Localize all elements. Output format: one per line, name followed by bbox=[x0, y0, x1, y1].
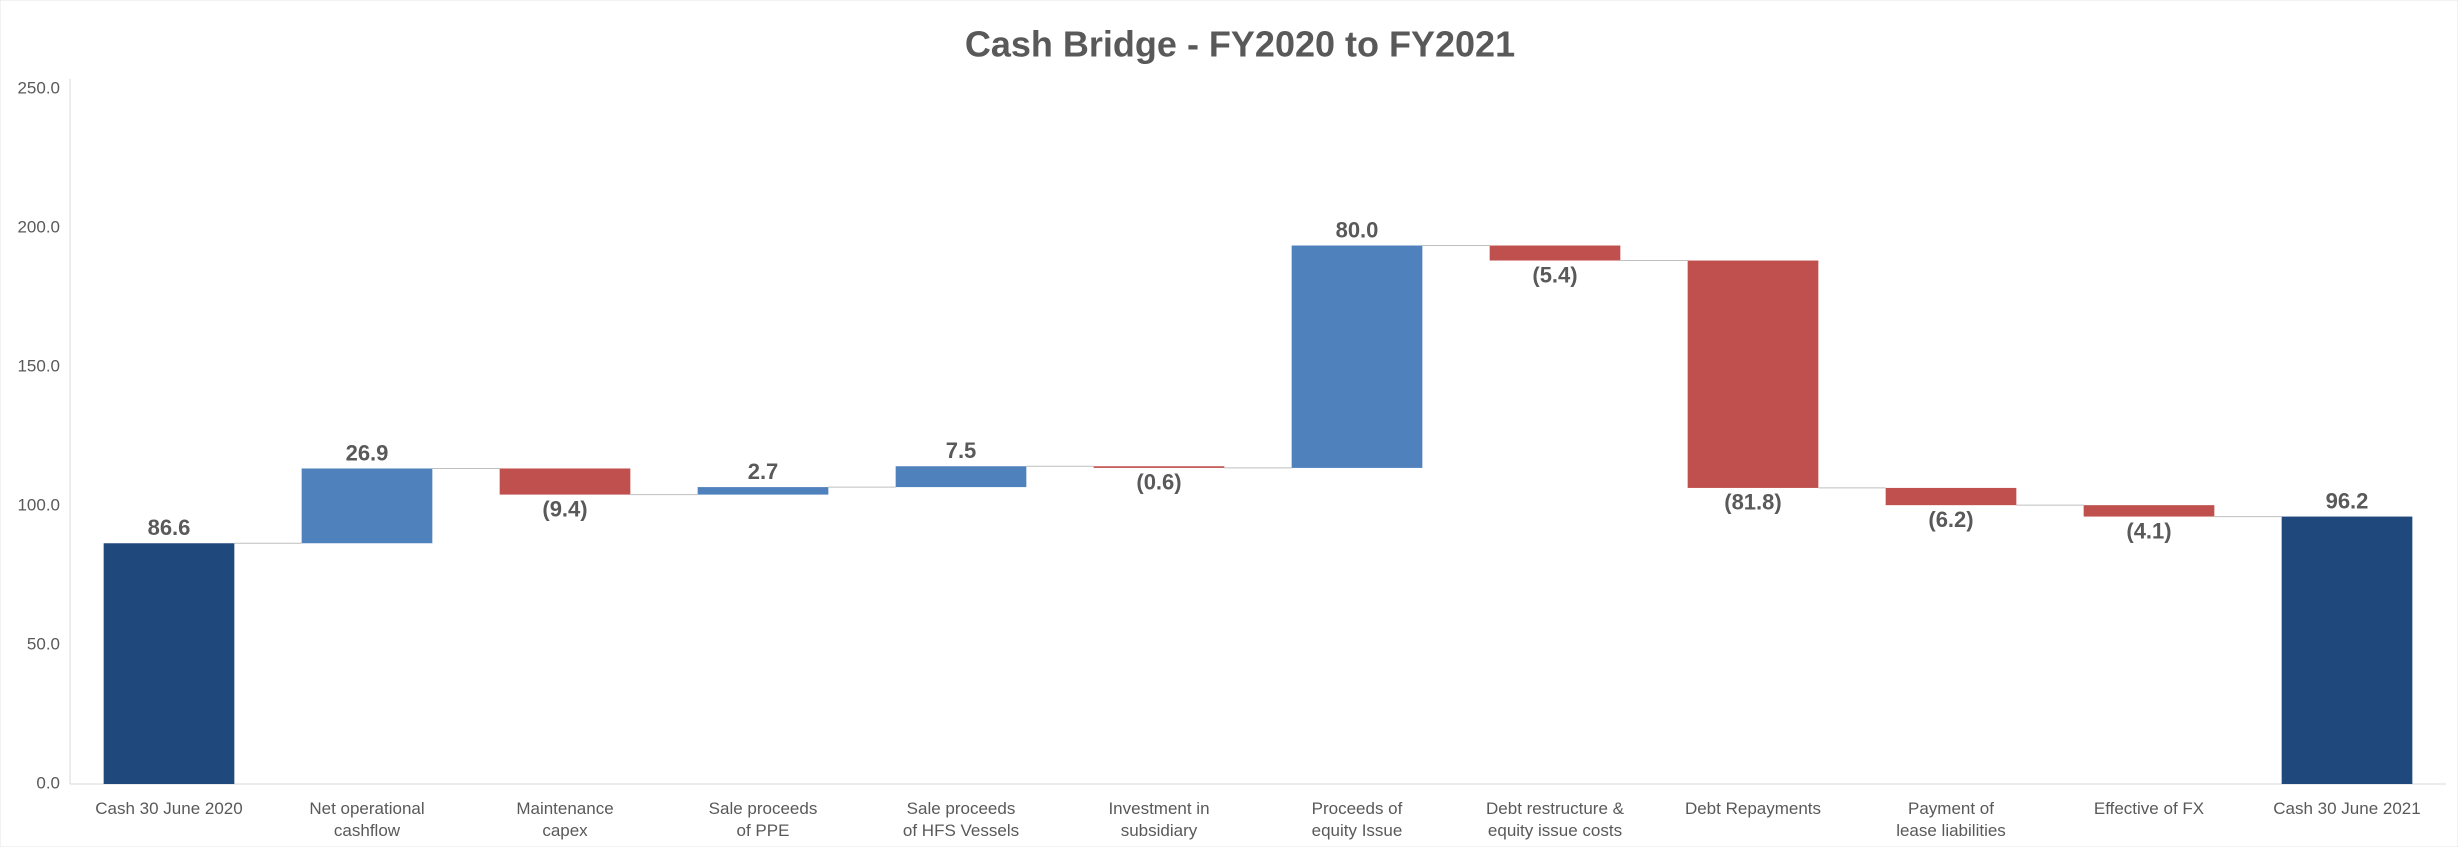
y-tick-label: 200.0 bbox=[17, 217, 60, 236]
x-tick-label-line: subsidiary bbox=[1121, 821, 1198, 840]
x-tick-label: Investment in subsidiary bbox=[1108, 799, 1209, 840]
y-tick-label: 250.0 bbox=[17, 78, 60, 97]
bar bbox=[1489, 245, 1621, 261]
y-tick-label: 100.0 bbox=[17, 495, 60, 514]
bar bbox=[2083, 505, 2215, 517]
x-tick-label-line: Net operational bbox=[309, 799, 424, 818]
x-tick-label: Cash 30 June 2020 bbox=[95, 799, 242, 818]
value-label: 96.2 bbox=[2326, 488, 2369, 513]
x-tick-label: Payment of lease liabilities bbox=[1896, 799, 2006, 840]
y-tick-label: 150.0 bbox=[17, 356, 60, 375]
x-tick-label: Proceeds of equity Issue bbox=[1312, 799, 1403, 840]
x-tick-label-line: of HFS Vessels bbox=[903, 821, 1019, 840]
x-tick-label: Maintenance capex bbox=[516, 799, 613, 840]
bar bbox=[1291, 245, 1423, 468]
value-label: (9.4) bbox=[542, 496, 587, 521]
x-tick-label-line: Cash 30 June 2021 bbox=[2273, 799, 2420, 818]
x-tick-label: Net operational cashflow bbox=[309, 799, 424, 840]
x-tick-label-line: Debt restructure & bbox=[1486, 799, 1625, 818]
value-label: (4.1) bbox=[2126, 518, 2171, 543]
x-tick-label: Cash 30 June 2021 bbox=[2273, 799, 2420, 818]
bar bbox=[1093, 466, 1225, 468]
x-tick-label-line: Proceeds of bbox=[1312, 799, 1403, 818]
bar bbox=[697, 487, 829, 495]
x-tick-label-line: Sale proceeds bbox=[907, 799, 1016, 818]
bar bbox=[1885, 487, 2017, 506]
y-tick-label: 50.0 bbox=[27, 634, 60, 653]
x-tick-label-line: Debt Repayments bbox=[1685, 799, 1821, 818]
x-tick-label-line: Cash 30 June 2020 bbox=[95, 799, 242, 818]
x-tick-label: Debt restructure & equity issue costs bbox=[1486, 799, 1625, 840]
value-label: (81.8) bbox=[1724, 490, 1781, 515]
x-tick-label-line: Maintenance bbox=[516, 799, 613, 818]
x-tick-label-line: of PPE bbox=[737, 821, 790, 840]
value-label: (5.4) bbox=[1532, 262, 1577, 287]
x-tick-label-line: equity issue costs bbox=[1488, 821, 1622, 840]
x-tick-label-line: Effective of FX bbox=[2094, 799, 2204, 818]
x-tick-label-line: lease liabilities bbox=[1896, 821, 2006, 840]
x-tick-label: Debt Repayments bbox=[1685, 799, 1821, 818]
bar bbox=[895, 466, 1027, 488]
bar bbox=[1687, 260, 1819, 488]
value-label: 80.0 bbox=[1336, 217, 1379, 242]
value-label: 86.6 bbox=[148, 515, 191, 540]
x-tick-label: Sale proceeds of PPE bbox=[709, 799, 818, 840]
value-label: (6.2) bbox=[1928, 507, 1973, 532]
y-tick-label: 0.0 bbox=[36, 773, 60, 792]
bar bbox=[103, 543, 235, 784]
chart-title: Cash Bridge - FY2020 to FY2021 bbox=[965, 24, 1515, 65]
x-tick-label-line: capex bbox=[542, 821, 588, 840]
x-tick-label: Sale proceeds of HFS Vessels bbox=[903, 799, 1019, 840]
bar bbox=[301, 468, 433, 544]
x-tick-label-line: Investment in bbox=[1108, 799, 1209, 818]
bar bbox=[499, 468, 631, 495]
x-tick-label-line: Sale proceeds bbox=[709, 799, 818, 818]
x-tick-label-line: Payment of bbox=[1908, 799, 1994, 818]
value-label: 2.7 bbox=[748, 459, 779, 484]
value-label: 7.5 bbox=[946, 438, 977, 463]
x-tick-label-line: equity Issue bbox=[1312, 821, 1403, 840]
x-tick-label: Effective of FX bbox=[2094, 799, 2204, 818]
value-label: (0.6) bbox=[1136, 470, 1181, 495]
x-tick-label-line: cashflow bbox=[334, 821, 401, 840]
bar bbox=[2281, 516, 2413, 784]
value-label: 26.9 bbox=[346, 440, 389, 465]
